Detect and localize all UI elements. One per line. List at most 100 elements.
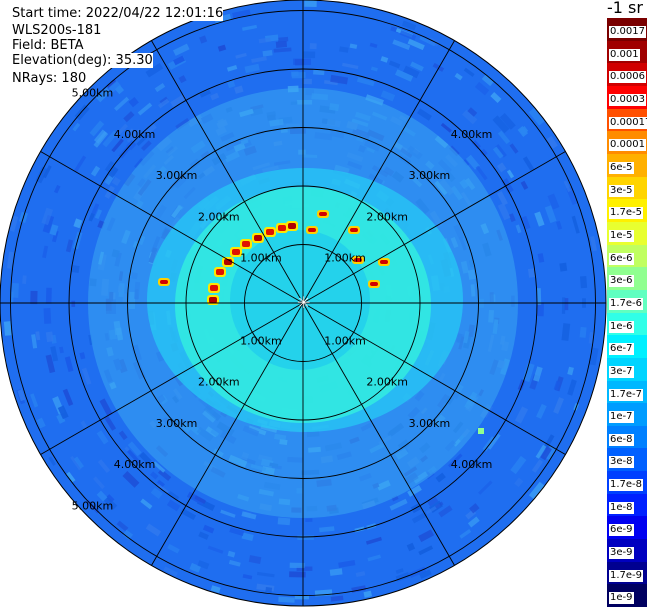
noise-gate xyxy=(571,215,580,234)
noise-gate xyxy=(469,503,480,514)
noise-gate xyxy=(546,135,558,149)
radial-line xyxy=(151,40,304,304)
noise-gate xyxy=(65,239,74,253)
noise-gate xyxy=(427,496,439,507)
range-label: 4.00km xyxy=(451,458,493,471)
noise-gate xyxy=(136,133,150,146)
cloud-return-core xyxy=(266,229,274,235)
noise-gate xyxy=(197,560,210,570)
noise-gate xyxy=(99,398,113,417)
noise-gate xyxy=(506,169,515,179)
colorbar-tick-label: 6e-7 xyxy=(609,343,634,356)
noise-gate xyxy=(244,63,260,74)
noise-gate xyxy=(289,571,306,578)
noise-gate xyxy=(465,154,480,170)
noise-gate xyxy=(567,379,577,396)
noise-gate xyxy=(395,568,404,574)
noise-gate xyxy=(158,468,172,481)
noise-gate xyxy=(497,202,511,221)
cloud-return-core xyxy=(216,269,224,275)
cloud-patch-core xyxy=(308,228,316,232)
noise-gate xyxy=(411,512,428,524)
noise-gate xyxy=(313,69,325,76)
noise-gate xyxy=(96,430,109,445)
noise-gate xyxy=(367,554,382,562)
noise-gate xyxy=(105,494,115,503)
noise-gate xyxy=(242,574,253,580)
radial-line xyxy=(302,40,455,304)
noise-gate xyxy=(509,143,519,154)
cloud-return-core xyxy=(288,223,296,229)
noise-gate xyxy=(127,441,142,457)
noise-gate xyxy=(275,40,288,48)
noise-gate xyxy=(73,155,87,173)
noise-gate xyxy=(144,123,157,136)
noise-gate xyxy=(319,526,335,533)
noise-gate xyxy=(380,90,396,102)
cloud-return-core xyxy=(209,297,217,303)
noise-gate xyxy=(273,47,292,53)
noise-gate xyxy=(517,126,529,138)
noise-gate xyxy=(194,495,207,504)
noise-gate xyxy=(369,42,378,48)
noise-gate xyxy=(6,251,14,269)
noise-gate xyxy=(53,184,61,194)
noise-gate xyxy=(391,495,399,502)
noise-gate xyxy=(329,568,343,576)
radial-line xyxy=(151,302,304,566)
noise-gate xyxy=(395,69,414,82)
noise-gate xyxy=(80,420,88,429)
noise-gate xyxy=(330,595,344,602)
noise-gate xyxy=(510,455,527,475)
cloud-return-core xyxy=(232,249,240,255)
noise-gate xyxy=(81,367,92,385)
noise-gate xyxy=(401,20,417,31)
noise-gate xyxy=(579,275,588,289)
noise-gate xyxy=(234,85,244,94)
colorbar-tick-label: 0.001 xyxy=(609,48,640,61)
noise-gate xyxy=(495,144,507,158)
noise-gate xyxy=(543,434,555,450)
noise-gate xyxy=(199,35,208,44)
noise-gate xyxy=(90,165,101,177)
noise-gate xyxy=(496,191,508,206)
noise-gate xyxy=(388,60,401,69)
noise-gate xyxy=(277,517,291,526)
noise-gate xyxy=(178,75,187,84)
noise-gate xyxy=(71,265,80,273)
noise-gate xyxy=(521,215,531,230)
noise-gate xyxy=(258,37,271,44)
noise-gate xyxy=(104,185,115,199)
noise-gate xyxy=(278,596,295,603)
cloud-return-core xyxy=(278,225,286,231)
noise-gate xyxy=(501,178,514,194)
colorbar-tick-label: 0.0003 xyxy=(609,94,646,106)
colorbar-tick-label: 1.7e-6 xyxy=(609,297,644,310)
cloud-return-core xyxy=(242,241,250,247)
noise-gate xyxy=(399,30,417,41)
range-label: 2.00km xyxy=(198,376,240,389)
noise-gate xyxy=(229,527,245,536)
noise-gate xyxy=(156,479,165,488)
noise-gate xyxy=(72,122,81,132)
range-label: 3.00km xyxy=(409,169,451,182)
noise-gate xyxy=(467,516,480,528)
noise-gate xyxy=(304,0,317,8)
noise-gate xyxy=(303,78,312,85)
noise-gate xyxy=(97,459,111,473)
noise-gate xyxy=(166,499,181,512)
noise-gate xyxy=(339,46,349,53)
colorbar-title: -1 sr xyxy=(607,0,643,17)
noise-gate xyxy=(241,532,254,541)
colorbar-tick-label: 0.0006 xyxy=(609,71,646,84)
center-marker: ✳ xyxy=(297,293,310,312)
range-label: 4.00km xyxy=(451,128,493,141)
noise-gate xyxy=(95,87,111,103)
noise-gate xyxy=(145,523,162,537)
noise-gate xyxy=(228,559,241,567)
noise-gate xyxy=(150,471,159,480)
noise-gate xyxy=(89,120,105,137)
noise-gate xyxy=(406,542,416,552)
colorbar-tick-label: 3e-9 xyxy=(609,547,634,559)
noise-gate xyxy=(173,43,190,56)
